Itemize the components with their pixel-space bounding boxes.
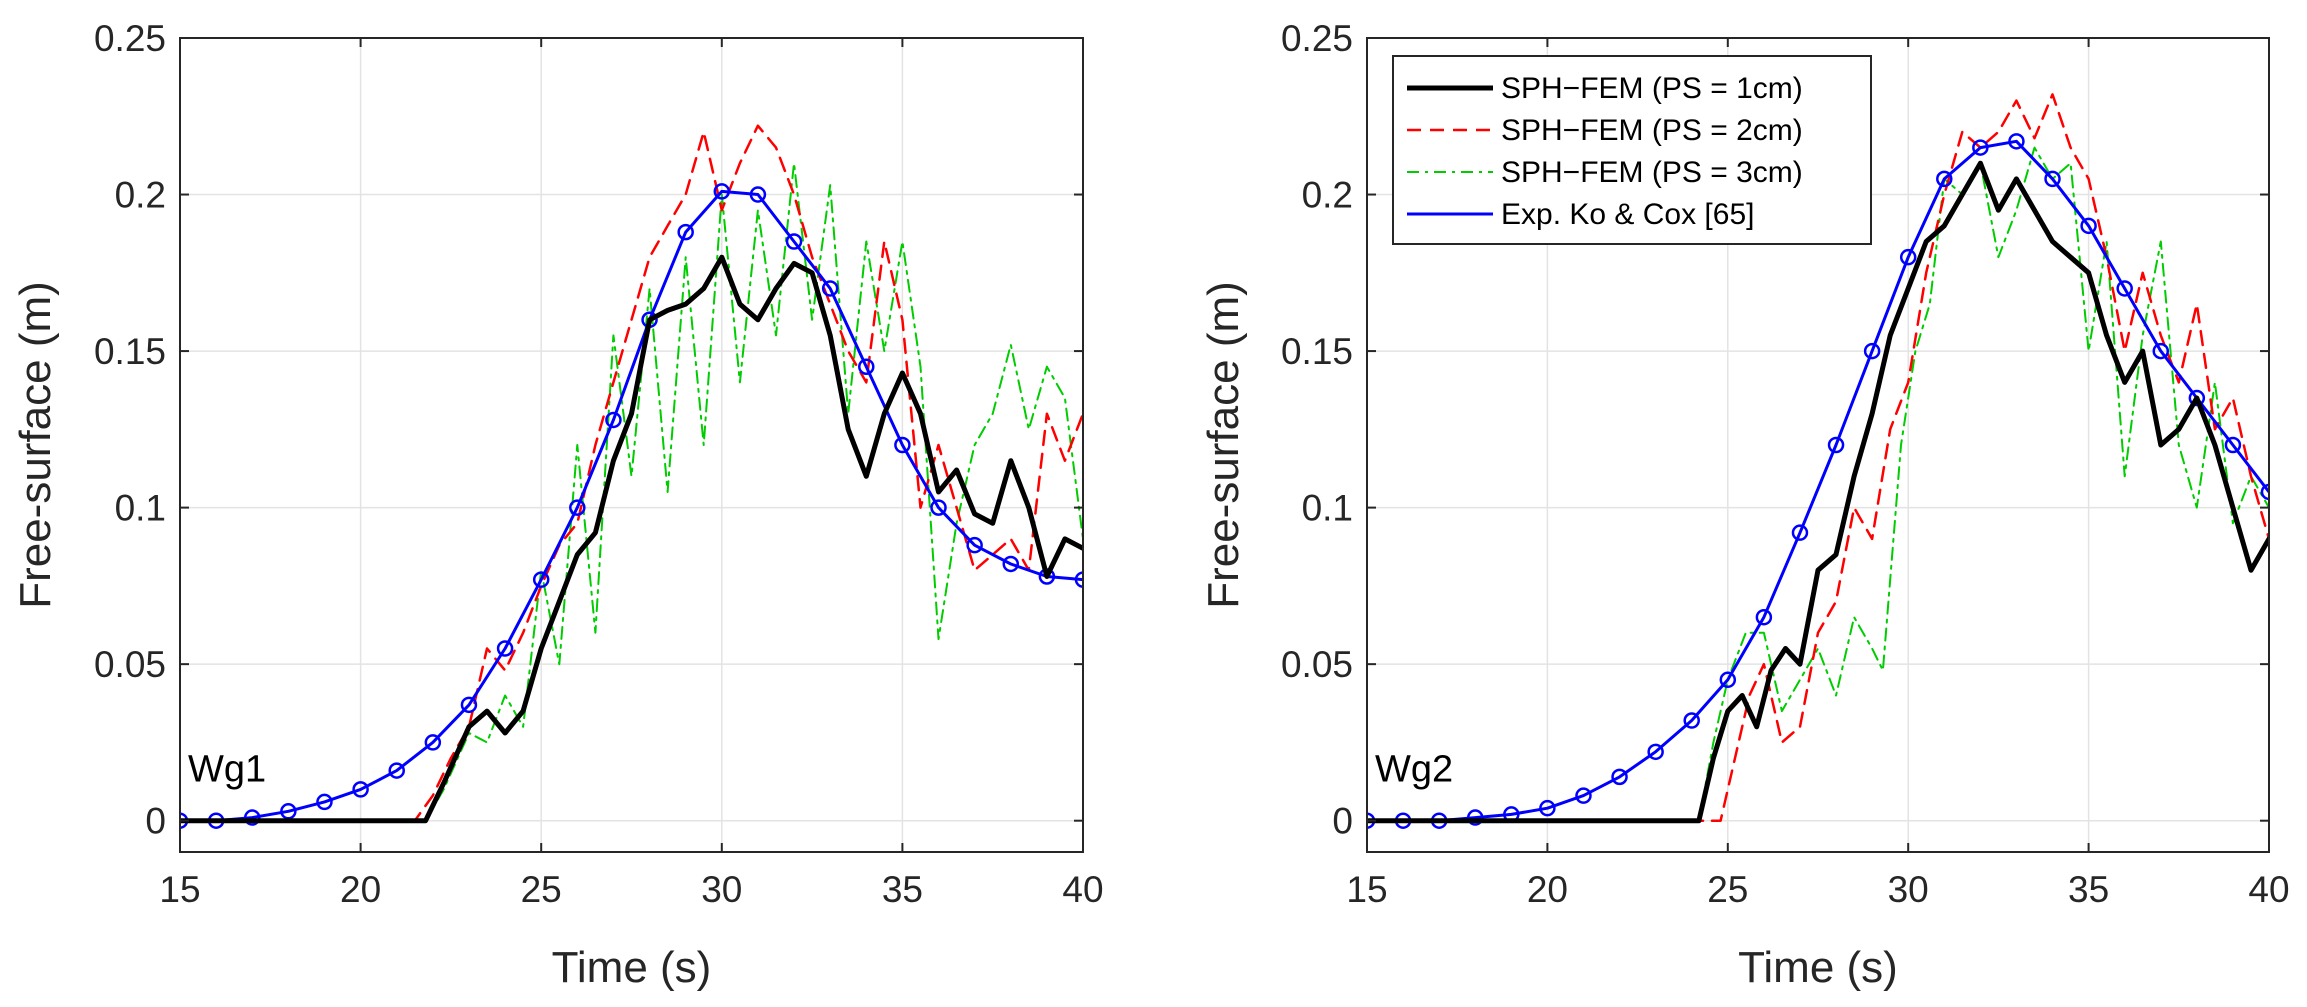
x-tick-label: 20 bbox=[340, 869, 381, 910]
data-point-marker bbox=[316, 793, 333, 811]
x-tick-label: 20 bbox=[1527, 869, 1568, 910]
x-tick-label: 35 bbox=[2068, 869, 2109, 910]
y-tick-label: 0.25 bbox=[94, 18, 166, 59]
panel-label: Wg2 bbox=[1375, 749, 1453, 791]
data-point-marker bbox=[2044, 170, 2061, 188]
data-point-marker bbox=[1791, 524, 1809, 541]
data-point-marker bbox=[894, 436, 911, 454]
series-line-1 bbox=[180, 124, 1083, 822]
legend: SPH−FEM (PS = 1cm) SPH−FEM (PS = 2cm) SPH−… bbox=[1392, 55, 1872, 245]
chart-panel-wg2: 15 20 25 30 35 40 0 0.05 0.1 0.15 0.2 0.25 Time (s) F… bbox=[1199, 18, 2290, 992]
data-point-marker bbox=[749, 186, 767, 203]
data-point-marker bbox=[243, 809, 261, 826]
plot-area bbox=[180, 38, 1083, 852]
data-point-marker bbox=[677, 223, 694, 241]
data-point-marker bbox=[424, 734, 442, 751]
y-tick-label: 0.05 bbox=[1281, 644, 1353, 685]
y-tick-label: 0.2 bbox=[115, 175, 166, 216]
legend-entry-0: SPH−FEM (PS = 1cm) bbox=[1501, 72, 1803, 105]
data-point-marker bbox=[1863, 342, 1881, 360]
data-point-marker bbox=[1611, 768, 1628, 786]
data-point-marker bbox=[2260, 483, 2269, 501]
data-point-marker bbox=[1002, 555, 1020, 573]
panel-label: Wg1 bbox=[188, 749, 266, 791]
data-point-marker bbox=[930, 499, 947, 516]
data-point-marker bbox=[966, 536, 983, 554]
data-point-marker bbox=[2224, 436, 2242, 454]
legend-entry-1: SPH−FEM (PS = 2cm) bbox=[1501, 114, 1803, 147]
data-point-marker bbox=[532, 571, 550, 588]
x-tick-label: 35 bbox=[882, 869, 923, 910]
x-tick-label: 25 bbox=[521, 869, 562, 910]
y-axis-label: Free-surface (m) bbox=[11, 281, 60, 609]
data-point-marker bbox=[496, 640, 514, 657]
data-point-marker bbox=[2152, 342, 2170, 360]
y-axis-label: Free-surface (m) bbox=[1199, 281, 1248, 609]
data-point-marker bbox=[460, 696, 478, 714]
legend-entry-3: Exp. Ko & Cox [65] bbox=[1501, 198, 1754, 231]
data-point-marker bbox=[1683, 712, 1700, 729]
data-point-marker bbox=[1755, 608, 1773, 626]
y-tick-label: 0 bbox=[1332, 801, 1353, 842]
data-point-marker bbox=[1827, 436, 1845, 454]
x-tick-label: 15 bbox=[159, 869, 200, 910]
axes-box bbox=[1366, 37, 2270, 853]
data-point-marker bbox=[821, 280, 839, 297]
chart-panel-wg1: 15 20 25 30 35 40 0 0.05 0.1 0.15 0.2 0.25 Time (s) F… bbox=[11, 18, 1104, 992]
data-point-marker bbox=[1074, 571, 1083, 588]
series-line-0 bbox=[1367, 160, 2269, 824]
data-point-marker bbox=[1575, 787, 1592, 804]
series-line-0 bbox=[180, 254, 1083, 824]
data-point-marker bbox=[388, 762, 405, 779]
data-point-marker bbox=[1936, 170, 1953, 188]
x-tick-label: 40 bbox=[1062, 869, 1103, 910]
data-point-marker bbox=[1647, 743, 1664, 761]
x-tick-label: 15 bbox=[1346, 869, 1387, 910]
x-tick-label: 25 bbox=[1707, 869, 1748, 910]
y-tick-label: 0.05 bbox=[94, 644, 166, 685]
data-point-marker bbox=[2080, 217, 2097, 235]
data-point-marker bbox=[858, 358, 875, 375]
x-tick-label: 30 bbox=[1888, 869, 1929, 910]
x-axis-label: Time (s) bbox=[1738, 943, 1898, 992]
series-group bbox=[180, 124, 1083, 829]
data-point-marker bbox=[1899, 248, 1917, 266]
data-point-marker bbox=[1719, 671, 1737, 689]
data-point-marker bbox=[2116, 280, 2133, 297]
x-tick-label: 40 bbox=[2248, 869, 2289, 910]
y-tick-label: 0 bbox=[145, 801, 166, 842]
series-group bbox=[1367, 93, 2269, 829]
x-tick-label: 30 bbox=[701, 869, 742, 910]
data-point-marker bbox=[352, 781, 369, 798]
y-tick-label: 0.15 bbox=[94, 331, 166, 372]
y-tick-label: 0.1 bbox=[115, 488, 166, 529]
data-point-marker bbox=[785, 233, 803, 250]
data-point-marker bbox=[1972, 139, 1989, 156]
data-point-marker bbox=[605, 411, 622, 429]
legend-entry-2: SPH−FEM (PS = 3cm) bbox=[1501, 156, 1803, 189]
y-tick-label: 0.1 bbox=[1302, 488, 1353, 529]
data-point-marker bbox=[2008, 133, 2025, 150]
data-point-marker bbox=[713, 183, 731, 200]
data-point-marker bbox=[569, 499, 586, 516]
data-point-marker bbox=[1539, 799, 1556, 817]
y-tick-label: 0.2 bbox=[1302, 175, 1353, 216]
axes-box bbox=[179, 37, 1084, 853]
data-point-marker bbox=[1466, 809, 1484, 826]
y-tick-label: 0.15 bbox=[1281, 331, 1353, 372]
y-tick-label: 0.25 bbox=[1281, 18, 1353, 59]
x-axis-label: Time (s) bbox=[552, 943, 712, 992]
